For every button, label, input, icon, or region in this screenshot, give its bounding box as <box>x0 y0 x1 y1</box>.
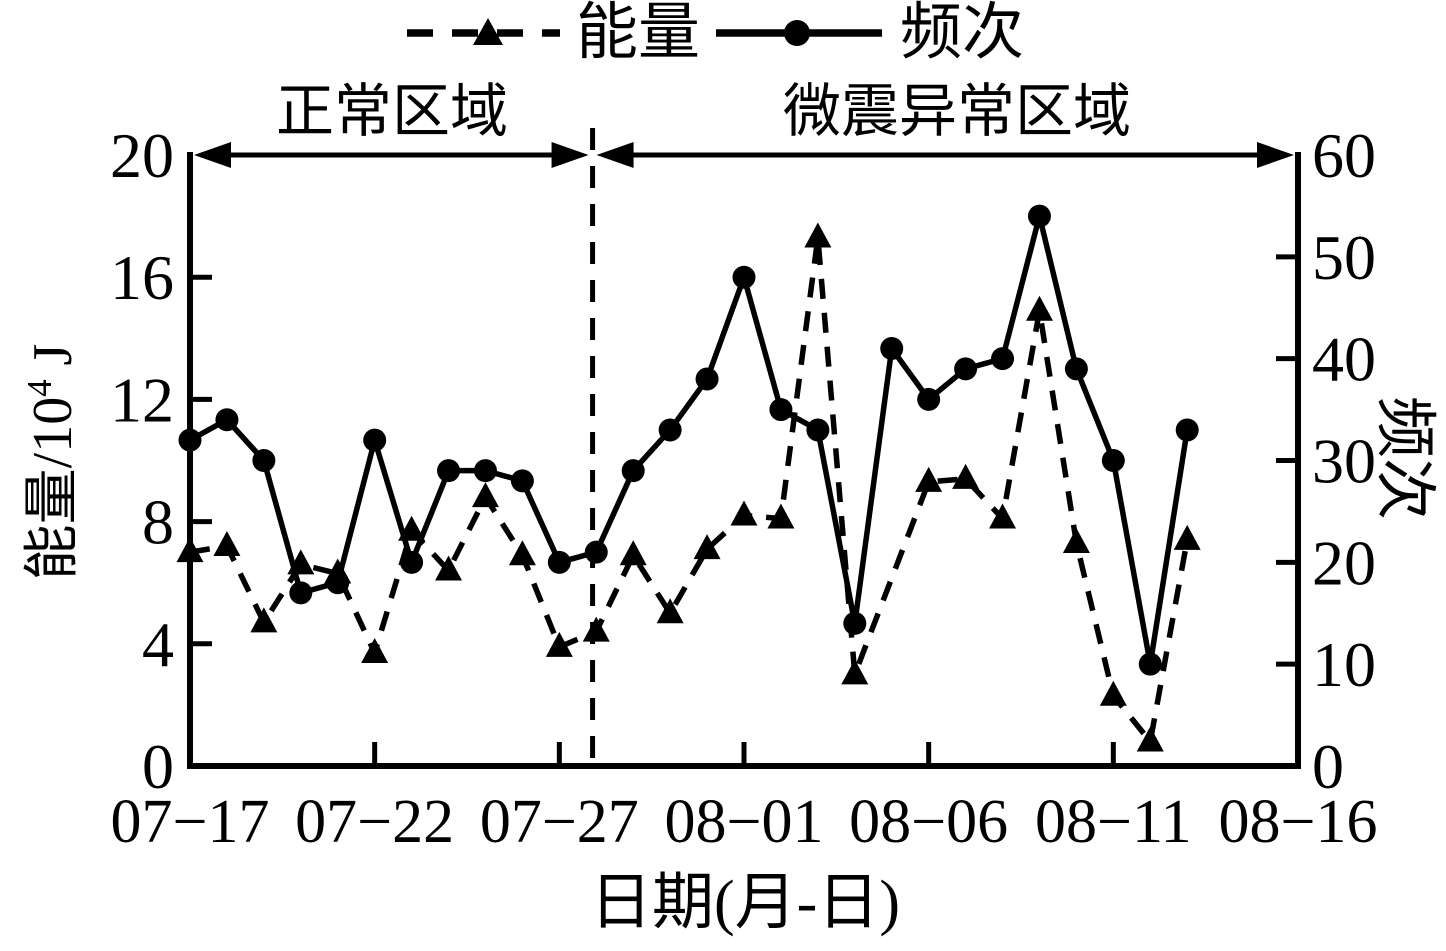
frequency-marker <box>1138 652 1162 676</box>
right-tick-label: 20 <box>1312 527 1376 598</box>
energy-marker <box>1136 726 1164 752</box>
x-tick-label: 08−16 <box>1219 788 1378 856</box>
energy-marker <box>804 222 832 248</box>
energy-marker <box>508 540 536 566</box>
frequency-marker <box>473 459 497 483</box>
frequency-marker <box>880 336 904 360</box>
left-axis-title-exponent: 4 <box>20 379 60 397</box>
left-axis-title-unit: J <box>21 343 84 380</box>
region-arrow-normal-head-left <box>194 142 231 168</box>
energy-marker <box>435 555 463 581</box>
left-tick-label: 4 <box>142 609 174 680</box>
energy-marker <box>545 631 573 657</box>
energy-marker <box>250 607 278 633</box>
energy-marker <box>656 598 684 624</box>
x-tick-label: 07−27 <box>480 788 639 856</box>
x-tick-label: 07−17 <box>111 788 270 856</box>
frequency-marker <box>252 449 276 472</box>
energy-marker <box>915 466 943 492</box>
energy-marker <box>989 503 1017 529</box>
region-label-anomaly: 微震异常区域 <box>782 79 1132 144</box>
energy-marker <box>582 616 610 642</box>
legend-energy-label: 能量 <box>575 0 701 67</box>
right-tick-label: 50 <box>1312 222 1376 293</box>
frequency-marker <box>843 611 867 635</box>
left-tick-label: 12 <box>110 364 174 435</box>
frequency-marker <box>547 550 571 574</box>
energy-marker <box>213 531 241 557</box>
region-arrow-anomaly-head-left <box>596 142 634 168</box>
x-tick-label: 08−11 <box>1035 788 1192 856</box>
frequency-marker <box>326 571 350 595</box>
energy-marker <box>841 659 869 685</box>
frequency-marker <box>806 418 830 442</box>
left-tick-label: 16 <box>110 242 174 313</box>
energy-marker <box>1025 295 1053 321</box>
left-axis-title: 能量/104 J <box>20 343 84 581</box>
x-axis-title: 日期(月-日) <box>590 869 900 937</box>
region-label-normal: 正常区域 <box>275 79 509 144</box>
legend-frequency-label: 频次 <box>899 0 1025 67</box>
frequency-marker <box>289 581 313 605</box>
right-tick-label: 40 <box>1312 324 1376 395</box>
right-tick-label: 0 <box>1312 731 1344 802</box>
legend-frequency-sample-marker <box>784 20 810 46</box>
right-tick-label: 60 <box>1312 120 1376 191</box>
frequency-marker <box>1175 418 1199 442</box>
frequency-marker <box>917 387 941 411</box>
energy-marker <box>1099 680 1127 706</box>
region-arrow-normal-head-right <box>551 142 589 168</box>
energy-line <box>189 237 1190 748</box>
frequency-marker <box>954 357 978 381</box>
energy-marker <box>619 540 647 566</box>
frequency-marker <box>695 367 719 391</box>
frequency-marker <box>363 428 387 452</box>
energy-marker <box>952 463 980 489</box>
energy-marker <box>693 534 721 560</box>
frequency-marker <box>1101 449 1125 472</box>
frequency-marker <box>991 347 1015 371</box>
frequency-marker <box>215 408 239 432</box>
x-tick-label: 08−06 <box>849 788 1008 856</box>
left-tick-label: 20 <box>110 120 174 191</box>
left-tick-label: 8 <box>142 487 174 558</box>
region-arrow-anomaly-head-right <box>1257 142 1294 168</box>
frequency-marker <box>584 540 608 564</box>
energy-marker <box>176 537 204 563</box>
frequency-marker <box>400 550 424 574</box>
frequency-marker <box>1027 204 1051 228</box>
energy-marker <box>730 500 758 526</box>
frequency-marker <box>437 459 461 483</box>
legend-energy-sample-marker <box>473 18 503 45</box>
right-axis-title: 频次 <box>1370 395 1438 521</box>
frequency-marker <box>178 428 202 452</box>
frequency-marker <box>769 398 793 422</box>
energy-marker <box>361 637 389 663</box>
frequency-line <box>188 215 1190 665</box>
right-tick-label: 10 <box>1312 629 1376 700</box>
energy-marker <box>471 482 499 508</box>
frequency-marker <box>621 459 645 483</box>
energy-marker <box>1062 527 1090 553</box>
frequency-marker <box>510 469 534 493</box>
frequency-marker <box>732 265 756 289</box>
energy-marker <box>767 503 795 529</box>
left-axis-title-base: 能量/10 <box>21 396 84 581</box>
x-tick-label: 08−01 <box>665 788 824 856</box>
left-tick-label: 0 <box>142 731 174 802</box>
frequency-marker <box>658 418 682 442</box>
x-tick-label: 07−22 <box>295 788 454 856</box>
energy-marker <box>1173 524 1201 550</box>
right-tick-label: 30 <box>1312 426 1376 497</box>
frequency-marker <box>1064 357 1088 381</box>
